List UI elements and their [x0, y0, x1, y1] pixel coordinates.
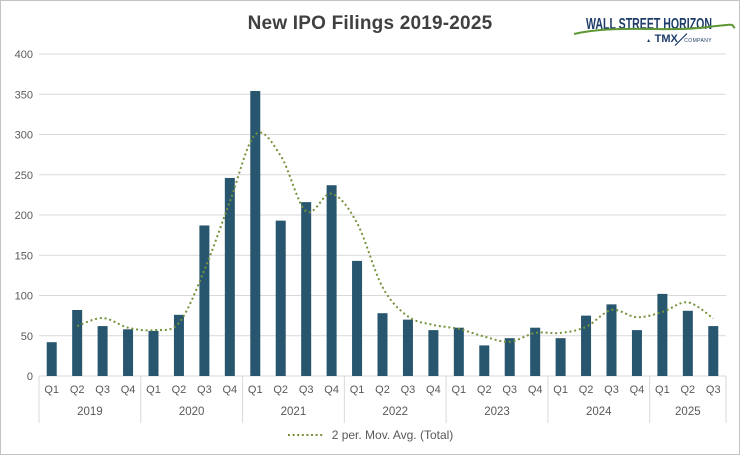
quarter-label: Q2: [273, 384, 288, 396]
quarter-label: Q3: [604, 384, 619, 396]
quarter-label: Q1: [655, 384, 670, 396]
quarter-label: Q1: [350, 384, 365, 396]
quarter-label: Q1: [451, 384, 466, 396]
tmx-x-flourish-icon: [674, 33, 688, 46]
logo-swoosh-icon: [573, 23, 736, 35]
bar: [682, 310, 693, 376]
legend-label: 2 per. Mov. Avg. (Total): [331, 428, 454, 442]
bar: [173, 314, 184, 376]
bar: [123, 329, 134, 376]
bar: [631, 330, 642, 376]
quarter-label: Q2: [70, 384, 85, 396]
quarter-label: Q4: [630, 384, 645, 396]
year-label: 2019: [77, 406, 103, 418]
quarter-label: Q4: [528, 384, 543, 396]
bar: [530, 327, 541, 376]
year-label: 2021: [281, 406, 307, 418]
bar: [72, 309, 83, 376]
quarter-label: Q3: [502, 384, 517, 396]
bar: [275, 220, 286, 376]
bar: [352, 260, 363, 376]
bar: [377, 313, 388, 376]
bar: [428, 330, 439, 376]
y-axis-tick-label: 300: [15, 130, 33, 142]
bar: [301, 202, 312, 376]
year-label: 2025: [675, 406, 701, 418]
chart-legend: 2 per. Mov. Avg. (Total): [1, 425, 739, 445]
logo-tagline-prefix: ▴: [647, 38, 650, 44]
quarter-label: Q3: [401, 384, 416, 396]
bar: [453, 327, 464, 376]
quarter-label: Q4: [121, 384, 136, 396]
bar: [606, 304, 617, 376]
bar: [224, 177, 235, 376]
logo-tagline-suffix: COMPANY: [684, 38, 712, 44]
trendline-swatch-icon: [287, 434, 324, 436]
wall-street-horizon-logo: WALL STREET HORIZON ▴ TMX COMPANY: [571, 9, 736, 49]
quarter-label: Q2: [579, 384, 594, 396]
quarter-label: Q3: [197, 384, 212, 396]
quarter-label: Q3: [95, 384, 110, 396]
quarter-label: Q2: [680, 384, 695, 396]
bar: [479, 345, 490, 376]
quarter-label: Q1: [248, 384, 263, 396]
y-axis-tick-label: 350: [15, 89, 33, 101]
quarter-label: Q2: [477, 384, 492, 396]
logo-tagline-brand: TMX: [655, 33, 679, 45]
y-axis-tick-label: 400: [15, 49, 33, 61]
quarter-label: Q1: [44, 384, 59, 396]
bar: [504, 338, 515, 376]
bar: [555, 338, 566, 376]
bar: [326, 185, 337, 376]
y-axis-tick-label: 100: [15, 291, 33, 303]
moving-average-trendline: [76, 131, 714, 343]
logo-tagline: ▴ TMX COMPANY: [647, 29, 712, 46]
bar: [657, 293, 668, 376]
quarter-label: Q4: [222, 384, 237, 396]
quarter-label: Q3: [706, 384, 721, 396]
bar: [402, 319, 413, 376]
year-label: 2022: [382, 406, 408, 418]
quarter-label: Q1: [146, 384, 161, 396]
quarter-label: Q4: [426, 384, 441, 396]
bar: [148, 330, 159, 376]
bar: [581, 315, 592, 376]
y-axis-tick-label: 50: [21, 331, 33, 343]
quarter-label: Q3: [299, 384, 314, 396]
bar: [708, 326, 719, 376]
bar: [199, 225, 210, 376]
year-label: 2023: [484, 406, 510, 418]
bar: [46, 342, 57, 376]
quarter-label: Q1: [553, 384, 568, 396]
chart-title: New IPO Filings 2019-2025: [247, 13, 493, 34]
bar: [250, 91, 261, 376]
y-axis-tick-label: 0: [27, 371, 33, 383]
year-label: 2024: [586, 406, 612, 418]
y-axis-tick-label: 150: [15, 250, 33, 262]
quarter-label: Q4: [324, 384, 339, 396]
year-label: 2020: [179, 406, 205, 418]
y-axis-tick-label: 250: [15, 170, 33, 182]
quarter-label: Q2: [172, 384, 187, 396]
quarter-label: Q2: [375, 384, 390, 396]
y-axis-tick-label: 200: [15, 210, 33, 222]
bar: [97, 326, 108, 376]
